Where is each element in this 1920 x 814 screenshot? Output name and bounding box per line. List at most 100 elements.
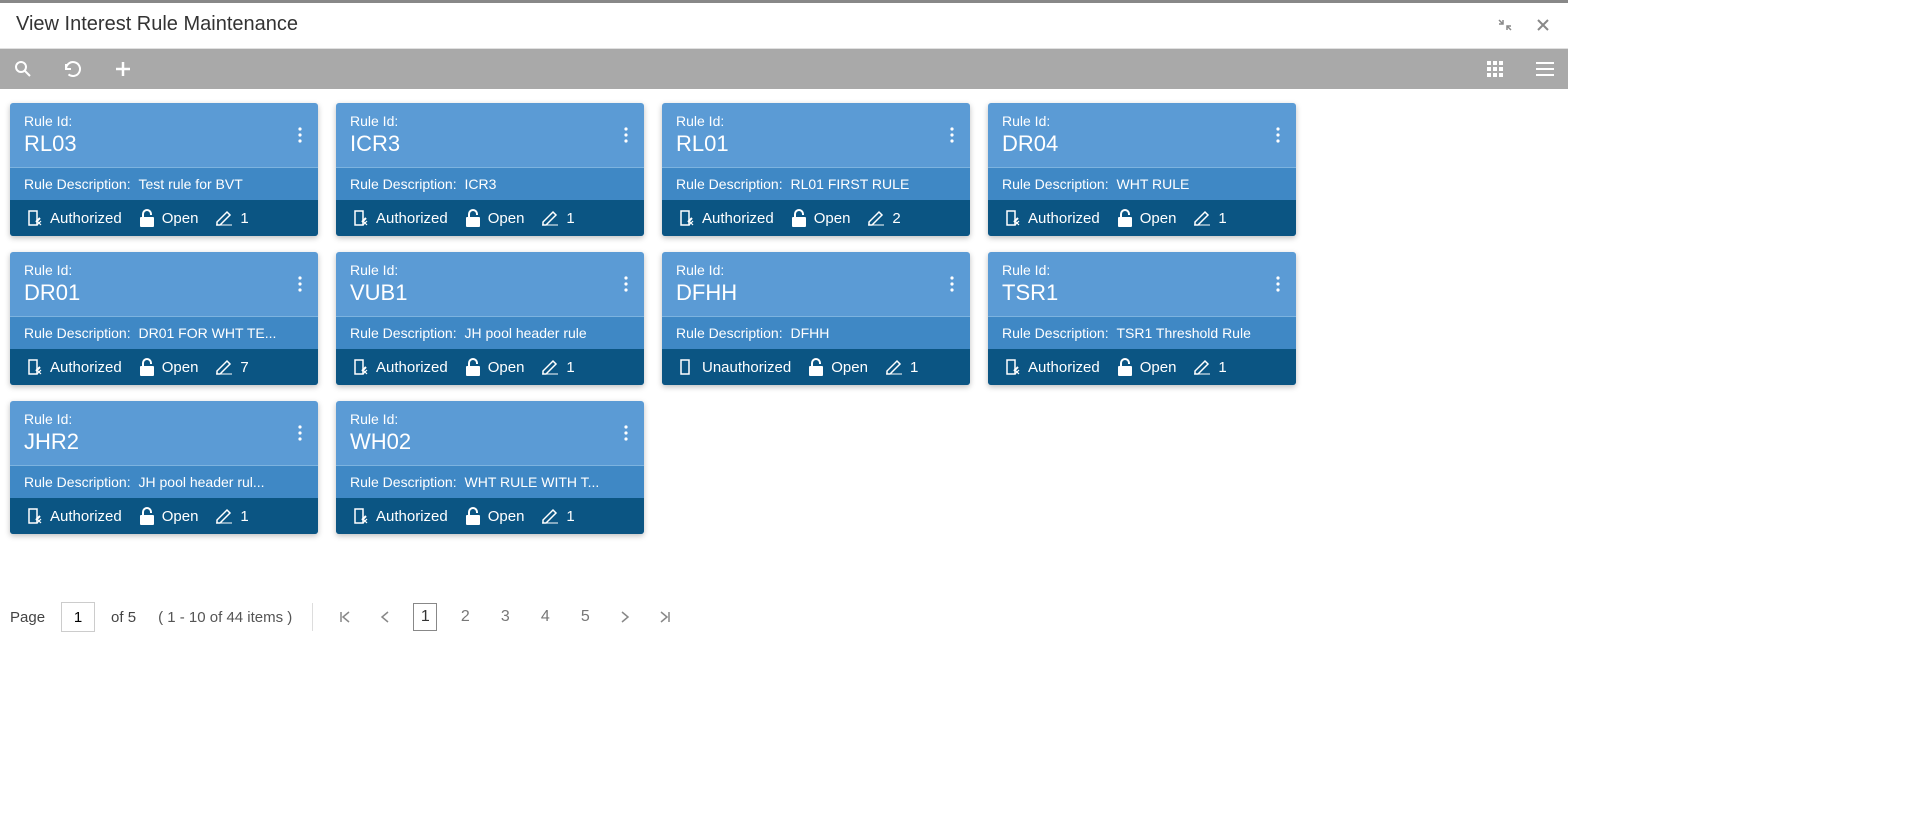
rule-card[interactable]: Rule Id: DFHH Rule Description: DFHH Una… [662,252,970,385]
pager-first[interactable] [333,603,357,631]
card-footer: Authorized Open 1 [10,498,318,534]
card-menu-icon[interactable] [614,123,638,147]
grid-view-icon[interactable] [1484,58,1506,80]
card-head: Rule Id: DFHH [662,252,970,317]
rule-id-label: Rule Id: [24,411,304,427]
rule-card[interactable]: Rule Id: RL03 Rule Description: Test rul… [10,103,318,236]
rule-desc-value: WHT RULE WITH T... [465,474,600,490]
card-head: Rule Id: ICR3 [336,103,644,168]
card-menu-icon[interactable] [288,123,312,147]
auth-status-label: Authorized [50,508,122,525]
edit-icon [214,357,234,377]
rule-desc-label: Rule Description: [350,325,457,341]
card-footer: Authorized Open 1 [336,498,644,534]
card-menu-icon[interactable] [1266,123,1290,147]
rule-desc-label: Rule Description: [676,325,783,341]
rule-card[interactable]: Rule Id: DR04 Rule Description: WHT RULE… [988,103,1296,236]
collapse-icon[interactable] [1496,16,1514,34]
auth-status: Authorized [24,506,122,526]
open-status: Open [464,208,525,228]
card-description: Rule Description: DR01 FOR WHT TE... [10,317,318,349]
rule-id-value: ICR3 [350,131,630,157]
open-status: Open [1116,208,1177,228]
edit-count-value: 1 [240,210,248,227]
rule-desc-label: Rule Description: [350,176,457,192]
auth-status: Authorized [24,208,122,228]
card-menu-icon[interactable] [288,421,312,445]
card-head: Rule Id: WH02 [336,401,644,466]
auth-status-label: Authorized [376,210,448,227]
auth-status-icon [24,506,44,526]
rule-id-label: Rule Id: [24,113,304,129]
pager-prev[interactable] [373,603,397,631]
card-menu-icon[interactable] [614,421,638,445]
rule-id-value: DFHH [676,280,956,306]
auth-status-icon [24,208,44,228]
pager-page[interactable]: 5 [573,603,597,631]
card-menu-icon[interactable] [288,272,312,296]
edit-icon [540,357,560,377]
edit-count-value: 1 [1218,359,1226,376]
open-status: Open [138,506,199,526]
auth-status: Authorized [676,208,774,228]
card-head: Rule Id: JHR2 [10,401,318,466]
edit-count: 1 [214,208,248,228]
edit-count-value: 1 [240,508,248,525]
card-description: Rule Description: ICR3 [336,168,644,200]
rule-card[interactable]: Rule Id: DR01 Rule Description: DR01 FOR… [10,252,318,385]
rule-desc-label: Rule Description: [1002,325,1109,341]
edit-count: 1 [214,506,248,526]
card-menu-icon[interactable] [940,123,964,147]
add-icon[interactable] [112,58,134,80]
edit-count: 7 [214,357,248,377]
edit-count: 1 [540,208,574,228]
edit-icon [1192,357,1212,377]
rule-card[interactable]: Rule Id: VUB1 Rule Description: JH pool … [336,252,644,385]
rule-card[interactable]: Rule Id: ICR3 Rule Description: ICR3 Aut… [336,103,644,236]
pager-page[interactable]: 1 [413,603,437,631]
edit-count-value: 2 [892,210,900,227]
rule-id-label: Rule Id: [350,262,630,278]
card-menu-icon[interactable] [940,272,964,296]
edit-count-value: 1 [910,359,918,376]
card-menu-icon[interactable] [614,272,638,296]
edit-icon [1192,208,1212,228]
range-label: ( 1 - 10 of 44 items ) [158,609,292,626]
edit-icon [214,208,234,228]
pager-next[interactable] [613,603,637,631]
page-input[interactable] [61,602,95,632]
pager-page[interactable]: 3 [493,603,517,631]
rule-card[interactable]: Rule Id: JHR2 Rule Description: JH pool … [10,401,318,534]
card-footer: Unauthorized Open 1 [662,349,970,385]
auth-status-icon [1002,208,1022,228]
rule-card[interactable]: Rule Id: RL01 Rule Description: RL01 FIR… [662,103,970,236]
rule-card[interactable]: Rule Id: TSR1 Rule Description: TSR1 Thr… [988,252,1296,385]
refresh-icon[interactable] [62,58,84,80]
auth-status-label: Authorized [1028,210,1100,227]
pager-page[interactable]: 4 [533,603,557,631]
of-label: of 5 [111,609,136,626]
edit-count-value: 1 [566,508,574,525]
open-status-label: Open [162,508,199,525]
card-menu-icon[interactable] [1266,272,1290,296]
card-description: Rule Description: WHT RULE WITH T... [336,466,644,498]
rule-id-value: VUB1 [350,280,630,306]
rule-card[interactable]: Rule Id: WH02 Rule Description: WHT RULE… [336,401,644,534]
card-description: Rule Description: JH pool header rule [336,317,644,349]
titlebar: View Interest Rule Maintenance [0,3,1568,49]
lock-open-icon [807,357,825,377]
card-description: Rule Description: DFHH [662,317,970,349]
list-view-icon[interactable] [1534,58,1556,80]
card-footer: Authorized Open 1 [336,349,644,385]
toolbar [0,49,1568,89]
page-label: Page [10,609,45,626]
lock-open-icon [138,506,156,526]
lock-open-icon [1116,208,1134,228]
open-status-label: Open [488,508,525,525]
pager-page[interactable]: 2 [453,603,477,631]
close-icon[interactable] [1534,16,1552,34]
search-icon[interactable] [12,58,34,80]
lock-open-icon [138,357,156,377]
rule-desc-label: Rule Description: [350,474,457,490]
pager-last[interactable] [653,603,677,631]
